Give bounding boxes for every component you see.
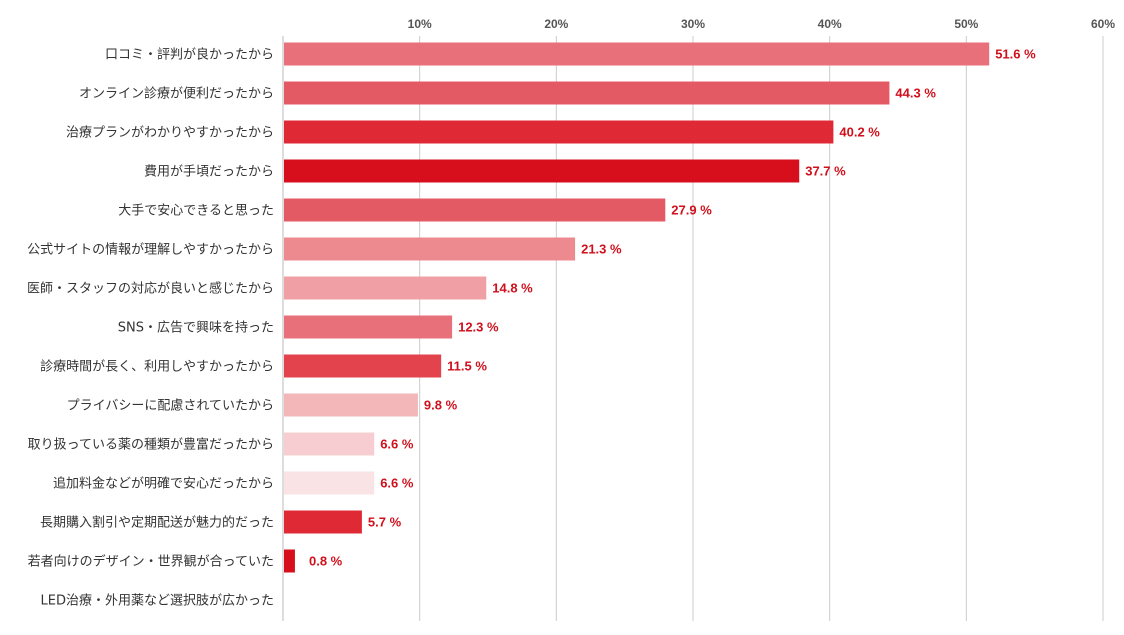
x-tick-label: 10%	[408, 17, 432, 31]
category-label: 大手で安心できると思った	[118, 204, 274, 219]
value-label: 11.5 %	[447, 359, 487, 374]
bar	[284, 432, 375, 456]
category-label: SNS・広告で興味を持った	[118, 321, 274, 336]
value-label: 9.8 %	[424, 398, 458, 413]
x-tick-label: 50%	[954, 17, 978, 31]
category-label: オンライン診療が便利だったから	[79, 86, 274, 102]
value-label: 27.9 %	[671, 203, 712, 218]
bar	[284, 159, 800, 183]
bar	[284, 510, 362, 534]
category-label: 口コミ・評判が良かったから	[105, 47, 274, 63]
bar	[284, 393, 418, 417]
x-tick-label: 20%	[544, 17, 568, 31]
bar	[284, 237, 576, 261]
value-label: 44.3 %	[895, 86, 936, 101]
bar	[284, 42, 990, 66]
value-label: 37.7 %	[805, 164, 846, 179]
category-label: プライバシーに配慮されていたから	[67, 399, 274, 414]
value-label: 51.6 %	[995, 47, 1036, 62]
category-label: 追加料金などが明確で安心だったから	[53, 476, 274, 492]
bars	[284, 42, 990, 573]
x-tick-label: 60%	[1091, 17, 1115, 31]
category-label: 費用が手頃だったから	[144, 165, 274, 180]
bar	[284, 198, 666, 222]
bar	[284, 276, 487, 300]
value-label: 21.3 %	[581, 242, 622, 257]
value-label: 5.7 %	[368, 515, 402, 530]
category-labels: 口コミ・評判が良かったからオンライン診療が便利だったから治療プランがわかりやすか…	[27, 47, 274, 609]
category-label: 長期購入割引や定期配送が魅力的だった	[40, 515, 274, 531]
x-tick-label: 30%	[681, 17, 705, 31]
category-label: 治療プランがわかりやすかったから	[66, 126, 274, 141]
value-label: 6.6 %	[380, 437, 414, 452]
value-labels: 51.6 % 44.3 % 40.2 % 37.7 % 27.9 % 21.3 % 14.8…	[309, 47, 1036, 569]
category-label: LED治療・外用薬など選択肢が広かった	[41, 593, 274, 609]
value-label: 6.6 %	[380, 476, 414, 491]
x-tick-label: 40%	[818, 17, 842, 31]
bar	[284, 471, 375, 495]
x-axis-ticks: 10% 20% 30% 40% 50% 60%	[408, 17, 1116, 31]
value-label: 14.8 %	[492, 281, 533, 296]
bar	[284, 81, 890, 105]
category-label: 若者向けのデザイン・世界観が合っていた	[28, 554, 274, 570]
bar	[284, 354, 442, 378]
value-label: 12.3 %	[458, 320, 499, 335]
bar	[284, 549, 295, 573]
value-label: 40.2 %	[839, 125, 880, 140]
category-label: 取り扱っている薬の種類が豊富だったから	[28, 437, 274, 453]
bar	[284, 315, 453, 339]
category-label: 医師・スタッフの対応が良いと感じたから	[27, 281, 274, 297]
category-label: 診療時間が長く、利用しやすかったから	[40, 359, 274, 375]
bar	[284, 120, 834, 144]
category-label: 公式サイトの情報が理解しやすかったから	[27, 243, 274, 258]
value-label: 0.8 %	[309, 554, 343, 569]
